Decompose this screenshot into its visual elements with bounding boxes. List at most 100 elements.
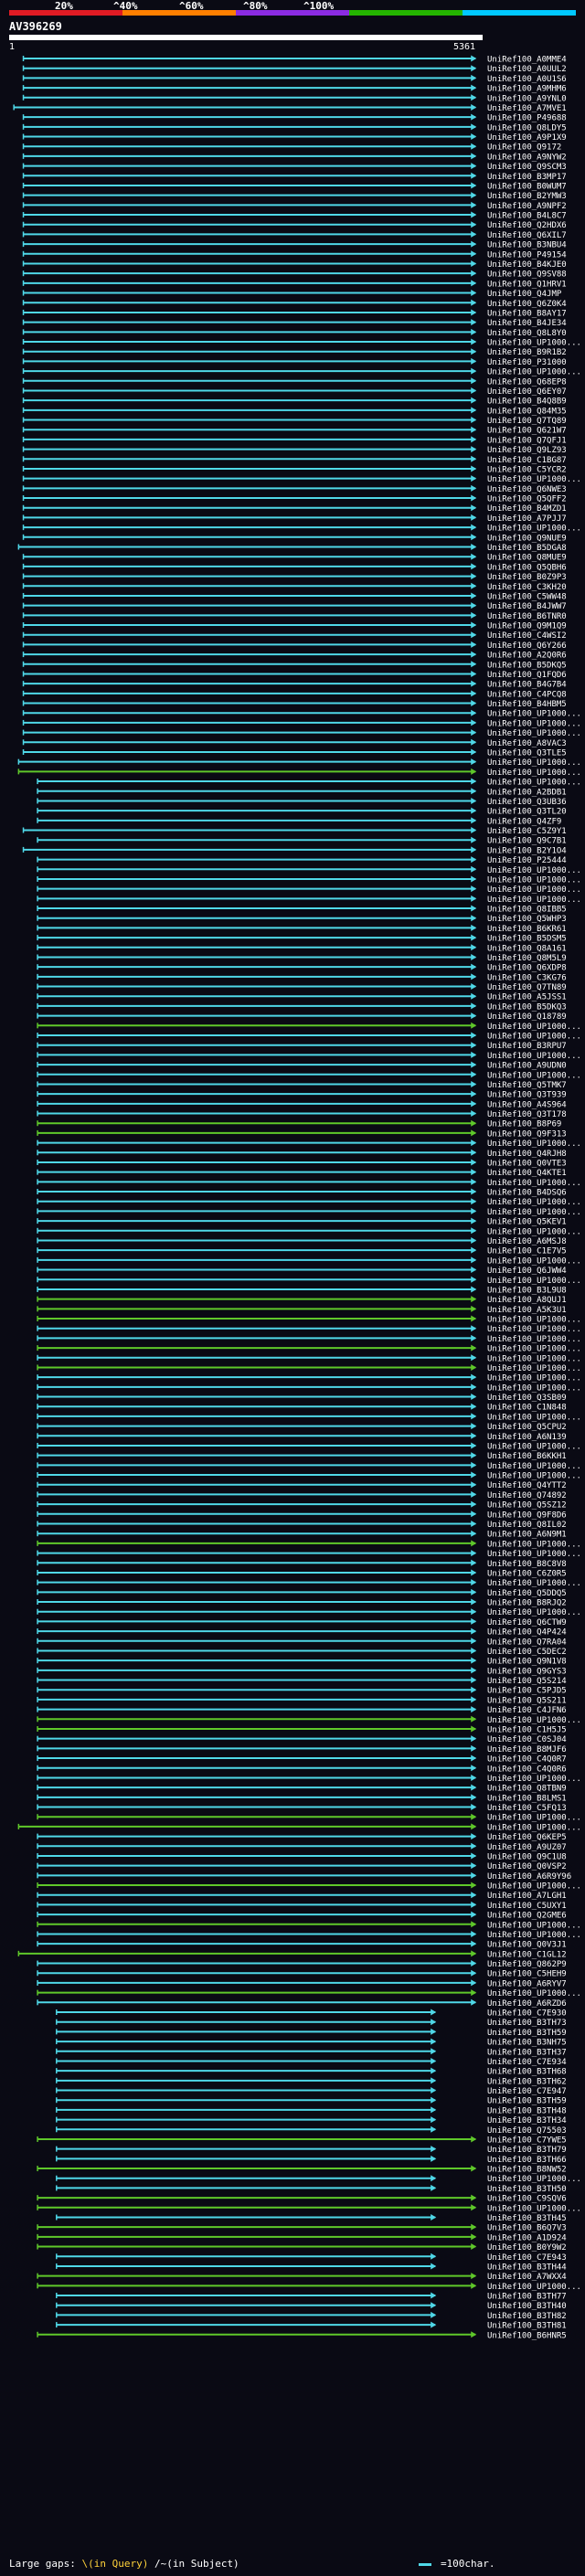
hit-row[interactable]: UniRef100_B3TH59 — [56, 2028, 567, 2038]
hit-row[interactable]: UniRef100_UP1000... — [22, 719, 581, 728]
hit-label[interactable]: UniRef100_Q18789 — [487, 1012, 567, 1022]
hit-row[interactable]: UniRef100_C4WSI2 — [22, 631, 567, 641]
hit-label[interactable]: UniRef100_UP1000... — [487, 758, 581, 768]
hit-row[interactable]: UniRef100_A9UZ07 — [37, 1842, 567, 1852]
hit-label[interactable]: UniRef100_UP1000... — [487, 368, 581, 377]
hit-row[interactable]: UniRef100_A6MSJ8 — [37, 1236, 567, 1246]
hit-label[interactable]: UniRef100_Q9SCM3 — [487, 163, 567, 172]
hit-label[interactable]: UniRef100_B8MJF6 — [487, 1745, 567, 1754]
hit-row[interactable]: UniRef100_Q6Z0K4 — [22, 299, 567, 309]
hit-label[interactable]: UniRef100_UP1000... — [487, 475, 581, 484]
hit-row[interactable]: UniRef100_UP1000... — [37, 1363, 581, 1373]
hit-row[interactable]: UniRef100_UP1000... — [22, 475, 581, 484]
hit-row[interactable]: UniRef100_Q7TQ89 — [22, 417, 567, 426]
hit-row[interactable]: UniRef100_UP1000... — [37, 1413, 581, 1422]
hit-row[interactable]: UniRef100_B0Y9W2 — [37, 2243, 567, 2253]
hit-label[interactable]: UniRef100_UP1000... — [487, 1354, 581, 1363]
hit-label[interactable]: UniRef100_UP1000... — [487, 719, 581, 728]
hit-row[interactable]: UniRef100_Q9NUE9 — [22, 534, 567, 543]
hit-row[interactable]: UniRef100_B2Y1O4 — [22, 846, 567, 855]
hit-row[interactable]: UniRef100_C7E947 — [56, 2087, 567, 2096]
hit-row[interactable]: UniRef100_C5YCR2 — [22, 465, 567, 474]
hit-label[interactable]: UniRef100_Q0VTE3 — [487, 1159, 567, 1168]
hit-row[interactable]: UniRef100_UP1000... — [37, 1461, 581, 1471]
hit-label[interactable]: UniRef100_Q4ZF9 — [487, 817, 561, 826]
hit-label[interactable]: UniRef100_C5FQ13 — [487, 1804, 567, 1813]
hit-label[interactable]: UniRef100_B3TH66 — [487, 2156, 567, 2165]
hit-row[interactable]: UniRef100_UP1000... — [37, 1344, 581, 1354]
hit-row[interactable]: UniRef100_UP1000... — [37, 1930, 581, 1940]
hit-row[interactable]: UniRef100_C5DEC2 — [37, 1647, 567, 1657]
hit-row[interactable]: UniRef100_C4Q0R6 — [37, 1765, 567, 1774]
hit-row[interactable]: UniRef100_A6RYV7 — [37, 1979, 567, 1988]
hit-row[interactable]: UniRef100_UP1000... — [37, 1813, 581, 1823]
hit-row[interactable]: UniRef100_A7MVE1 — [13, 103, 567, 113]
hit-row[interactable]: UniRef100_B0Z9P3 — [22, 573, 567, 582]
hit-row[interactable]: UniRef100_UP1000... — [37, 1471, 581, 1481]
hit-label[interactable]: UniRef100_A0UUL2 — [487, 65, 567, 74]
hit-label[interactable]: UniRef100_Q9F313 — [487, 1129, 567, 1139]
hit-row[interactable]: UniRef100_Q4ZF9 — [37, 817, 561, 826]
hit-label[interactable]: UniRef100_Q3SB09 — [487, 1394, 567, 1403]
hit-label[interactable]: UniRef100_B8RJQ2 — [487, 1599, 567, 1608]
hit-row[interactable]: UniRef100_UP1000... — [37, 1276, 581, 1286]
hit-row[interactable]: UniRef100_Q3UB36 — [37, 797, 567, 807]
hit-row[interactable]: UniRef100_Q1HRV1 — [22, 280, 567, 289]
hit-label[interactable]: UniRef100_Q6XIL7 — [487, 231, 567, 240]
hit-row[interactable]: UniRef100_B8P69 — [37, 1119, 561, 1129]
hit-row[interactable]: UniRef100_B6TNR0 — [22, 611, 567, 621]
hit-label[interactable]: UniRef100_Q8LDY5 — [487, 123, 567, 133]
hit-row[interactable]: UniRef100_B4L8C7 — [22, 211, 567, 221]
hit-row[interactable]: UniRef100_UP1000... — [37, 1178, 581, 1188]
hit-row[interactable]: UniRef100_UP1000... — [37, 1256, 581, 1266]
hit-label[interactable]: UniRef100_B5DKQ5 — [487, 661, 567, 670]
hit-label[interactable]: UniRef100_Q3TL20 — [487, 808, 567, 817]
hit-row[interactable]: UniRef100_Q9M1Q9 — [22, 621, 567, 631]
hit-row[interactable]: UniRef100_UP1000... — [37, 1325, 581, 1334]
hit-label[interactable]: UniRef100_B3RPU7 — [487, 1042, 567, 1051]
hit-row[interactable]: UniRef100_C9SQV6 — [37, 2194, 567, 2204]
hit-label[interactable]: UniRef100_B3TH81 — [487, 2322, 567, 2331]
hit-label[interactable]: UniRef100_B3TH44 — [487, 2263, 567, 2272]
hit-row[interactable]: UniRef100_Q5QBH6 — [22, 563, 567, 572]
hit-row[interactable]: UniRef100_B3TH50 — [56, 2184, 567, 2194]
hit-label[interactable]: UniRef100_A8QUJ1 — [487, 1296, 567, 1305]
hit-label[interactable]: UniRef100_Q7TQ89 — [487, 417, 567, 426]
hit-row[interactable]: UniRef100_UP1000... — [37, 1227, 581, 1236]
hit-label[interactable]: UniRef100_Q3T939 — [487, 1091, 567, 1100]
hit-row[interactable]: UniRef100_C3KH20 — [22, 582, 567, 592]
hit-label[interactable]: UniRef100_Q2GME6 — [487, 1912, 567, 1921]
hit-label[interactable]: UniRef100_A9MHM6 — [487, 85, 567, 94]
hit-row[interactable]: UniRef100_C7YWE5 — [37, 2136, 567, 2145]
hit-row[interactable]: UniRef100_Q9N1V8 — [37, 1657, 567, 1667]
hit-label[interactable]: UniRef100_C4Q0R7 — [487, 1755, 567, 1765]
hit-label[interactable]: UniRef100_UP1000... — [487, 866, 581, 875]
hit-row[interactable]: UniRef100_A8VAC3 — [22, 738, 567, 748]
hit-row[interactable]: UniRef100_A7PJJ7 — [22, 514, 567, 524]
hit-label[interactable]: UniRef100_B2Y1O4 — [487, 846, 567, 855]
hit-row[interactable]: UniRef100_UP1000... — [17, 758, 581, 768]
hit-label[interactable]: UniRef100_C3KH20 — [487, 583, 567, 592]
hit-row[interactable]: UniRef100_B3TH37 — [56, 2048, 567, 2057]
hit-row[interactable]: UniRef100_UP1000... — [37, 1774, 581, 1784]
hit-row[interactable]: UniRef100_Q5TMK7 — [37, 1080, 567, 1090]
hit-row[interactable]: UniRef100_A6N139 — [37, 1432, 567, 1442]
hit-row[interactable]: UniRef100_Q5S214 — [37, 1677, 567, 1686]
hit-label[interactable]: UniRef100_B9R1B2 — [487, 348, 567, 357]
hit-row[interactable]: UniRef100_UP1000... — [37, 1882, 581, 1892]
hit-row[interactable]: UniRef100_P49688 — [22, 113, 567, 123]
hit-label[interactable]: UniRef100_UP1000... — [487, 1345, 581, 1354]
hit-row[interactable]: UniRef100_B6KR61 — [37, 924, 567, 934]
hit-row[interactable]: UniRef100_B3TH66 — [56, 2155, 567, 2165]
hit-label[interactable]: UniRef100_B3TH79 — [487, 2146, 567, 2155]
hit-row[interactable]: UniRef100_UP1000... — [37, 1383, 581, 1393]
hit-row[interactable]: UniRef100_C5PJD5 — [37, 1686, 567, 1696]
hit-label[interactable]: UniRef100_B6KR61 — [487, 925, 567, 934]
hit-label[interactable]: UniRef100_C5DEC2 — [487, 1648, 567, 1657]
hit-row[interactable]: UniRef100_Q8MUE9 — [22, 553, 567, 563]
hit-row[interactable]: UniRef100_C1BG87 — [22, 455, 567, 465]
hit-label[interactable]: UniRef100_Q6Z0K4 — [487, 300, 567, 309]
hit-label[interactable]: UniRef100_B3MP17 — [487, 173, 567, 182]
hit-row[interactable]: UniRef100_B4JWW7 — [22, 602, 567, 611]
hit-label[interactable]: UniRef100_B3NH75 — [487, 2039, 567, 2048]
